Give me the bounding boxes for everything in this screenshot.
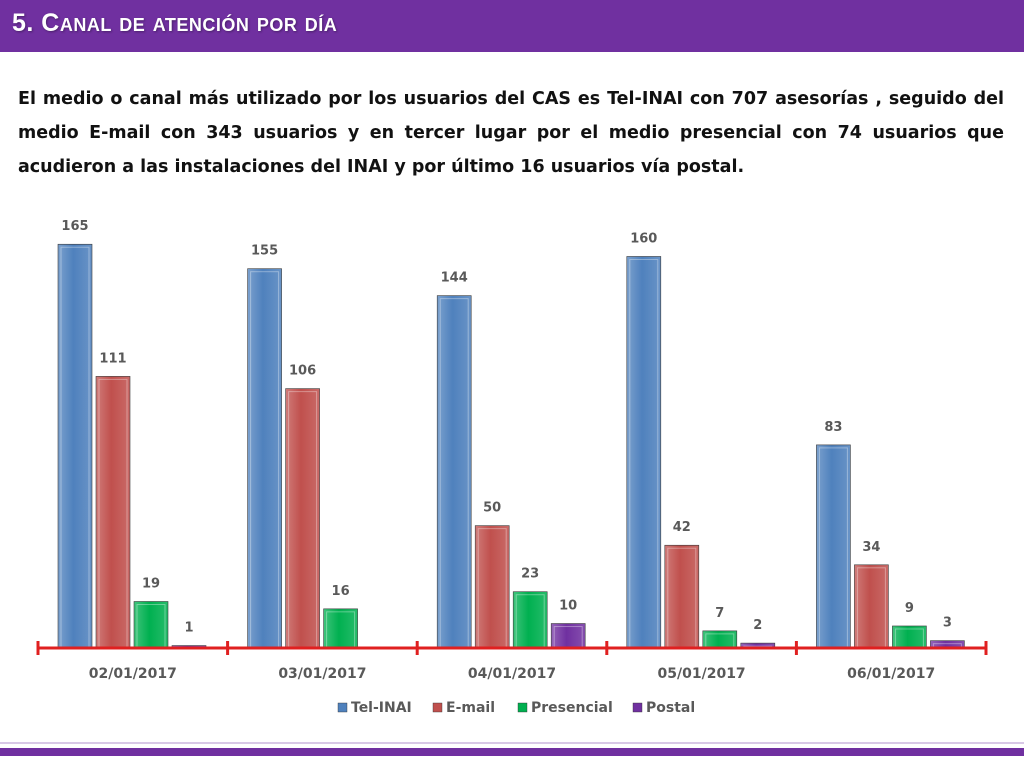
bar-tel-inai-2 xyxy=(436,295,472,649)
bar-e-mail-1 xyxy=(285,388,320,649)
category-label-0: 02/01/2017 xyxy=(89,666,177,682)
data-label-e-mail-0: 111 xyxy=(99,351,126,366)
bar-postal-2 xyxy=(550,623,586,649)
bar-tel-inai-4 xyxy=(816,444,851,649)
data-label-tel-inai-2: 144 xyxy=(441,271,468,286)
data-label-tel-inai-3: 160 xyxy=(630,231,657,246)
data-label-postal-0: 1 xyxy=(184,621,193,636)
data-label-postal-3: 2 xyxy=(753,618,762,633)
slide-body-text: El medio o canal más utilizado por los u… xyxy=(18,89,1004,177)
bar-tel-inai-3 xyxy=(626,256,662,649)
footer-bar xyxy=(0,748,1024,756)
data-label-presencial-3: 7 xyxy=(715,606,724,621)
category-label-4: 06/01/2017 xyxy=(847,666,935,682)
legend-label-presencial: Presencial xyxy=(531,700,613,716)
data-label-e-mail-1: 106 xyxy=(289,364,316,379)
bar-tel-inai-1 xyxy=(247,268,282,649)
bar-e-mail-3 xyxy=(664,544,700,649)
data-label-presencial-2: 23 xyxy=(521,567,539,582)
legend-swatch-e-mail xyxy=(432,702,443,713)
legend-swatch-presencial xyxy=(517,702,528,713)
bar-e-mail-4 xyxy=(854,564,889,649)
bar-e-mail-0 xyxy=(95,376,131,649)
data-label-presencial-4: 9 xyxy=(905,601,914,616)
footer-divider xyxy=(0,742,1024,744)
data-label-e-mail-2: 50 xyxy=(483,501,501,516)
bar-e-mail-2 xyxy=(474,525,510,649)
slide-title: 5. Canal de atención por día xyxy=(12,9,338,37)
category-label-3: 05/01/2017 xyxy=(658,666,746,682)
legend-swatch-postal xyxy=(632,702,643,713)
legend-label-e-mail: E-mail xyxy=(446,700,495,716)
bar-chart: 165 111 19 1 02/01/2017 155 106 16 03/01/2017 144… xyxy=(36,219,988,716)
data-label-tel-inai-0: 165 xyxy=(61,219,88,234)
data-label-presencial-0: 19 xyxy=(142,577,160,592)
data-label-e-mail-4: 34 xyxy=(862,540,880,555)
data-label-tel-inai-1: 155 xyxy=(251,244,278,259)
title-bar: 5. Canal de atención por día xyxy=(0,0,1024,52)
legend-label-tel-inai: Tel-INAI xyxy=(351,700,412,716)
legend-swatch-tel-inai xyxy=(337,702,348,713)
legend-label-postal: Postal xyxy=(646,700,695,716)
data-label-postal-2: 10 xyxy=(559,599,577,614)
data-label-e-mail-3: 42 xyxy=(673,520,691,535)
category-label-1: 03/01/2017 xyxy=(278,666,366,682)
category-label-2: 04/01/2017 xyxy=(468,666,556,682)
bar-presencial-2 xyxy=(512,591,548,649)
data-label-tel-inai-4: 83 xyxy=(824,420,842,435)
bar-presencial-0 xyxy=(133,601,169,649)
bar-tel-inai-0 xyxy=(57,243,93,649)
data-label-presencial-1: 16 xyxy=(332,584,350,599)
data-label-postal-4: 3 xyxy=(943,616,952,631)
bar-presencial-1 xyxy=(323,608,358,649)
